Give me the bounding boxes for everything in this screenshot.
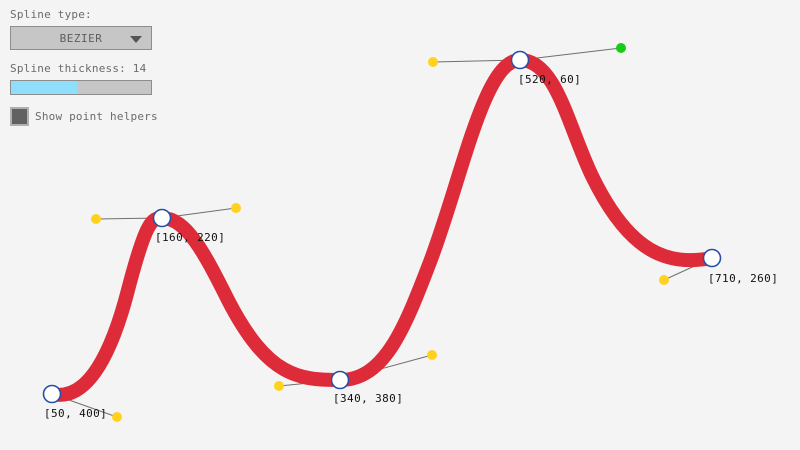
show-point-helpers-checkbox[interactable] bbox=[10, 107, 29, 126]
chevron-down-icon bbox=[130, 36, 142, 43]
anchor-point-4[interactable] bbox=[702, 248, 722, 268]
anchor-point-1[interactable] bbox=[152, 208, 172, 228]
handle-in[interactable] bbox=[659, 275, 669, 285]
point-coordinate-label: [160, 220] bbox=[155, 231, 226, 244]
spline-thickness-slider-fill bbox=[11, 81, 77, 94]
point-coordinate-label: [520, 60] bbox=[518, 73, 582, 86]
spline-type-label: Spline type: bbox=[10, 8, 92, 21]
anchor-point-fill bbox=[153, 209, 171, 227]
anchor-points-group[interactable] bbox=[42, 43, 722, 422]
point-coordinate-label: [340, 380] bbox=[333, 392, 404, 405]
anchor-point-fill bbox=[331, 371, 349, 389]
anchor-point-0[interactable] bbox=[42, 384, 62, 404]
show-point-helpers-row[interactable]: Show point helpers bbox=[10, 107, 170, 126]
anchor-point-fill bbox=[511, 51, 529, 69]
point-coordinate-label: [710, 260] bbox=[708, 272, 779, 285]
anchor-point-3[interactable] bbox=[510, 50, 530, 70]
handle-in[interactable] bbox=[428, 57, 438, 67]
point-coordinate-label: [50, 400] bbox=[44, 407, 108, 420]
handle-in[interactable] bbox=[274, 381, 284, 391]
handle-in[interactable] bbox=[91, 214, 101, 224]
spline-type-dropdown[interactable]: BEZIER bbox=[10, 26, 152, 50]
handle-out[interactable] bbox=[231, 203, 241, 213]
handle-out-selected[interactable] bbox=[616, 43, 626, 53]
spline-type-value: BEZIER bbox=[59, 31, 103, 45]
handle-out[interactable] bbox=[112, 412, 122, 422]
anchor-point-fill bbox=[703, 249, 721, 267]
spline-thickness-slider[interactable] bbox=[10, 80, 152, 95]
show-point-helpers-label: Show point helpers bbox=[35, 110, 158, 123]
anchor-point-2[interactable] bbox=[330, 370, 350, 390]
handle-out[interactable] bbox=[427, 350, 437, 360]
spline-curve[interactable] bbox=[45, 53, 719, 402]
anchor-point-fill bbox=[43, 385, 61, 403]
control-panel: Spline type: BEZIER Spline thickness: 14… bbox=[0, 0, 170, 126]
spline-thickness-label: Spline thickness: 14 bbox=[10, 62, 147, 75]
